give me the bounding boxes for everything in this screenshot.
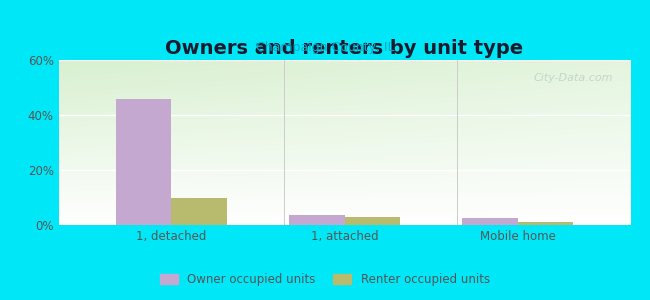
Bar [171,197,227,225]
Bar [462,218,518,225]
Bar [116,98,171,225]
Legend: Owner occupied units, Renter occupied units: Owner occupied units, Renter occupied un… [155,269,495,291]
Bar [518,222,573,225]
Bar [289,215,344,225]
Text: City-Data.com: City-Data.com [534,73,614,83]
Title: Owners and renters by unit type: Owners and renters by unit type [166,39,523,58]
Bar [344,217,400,225]
Text: Champaign County, IL: Champaign County, IL [255,40,395,53]
